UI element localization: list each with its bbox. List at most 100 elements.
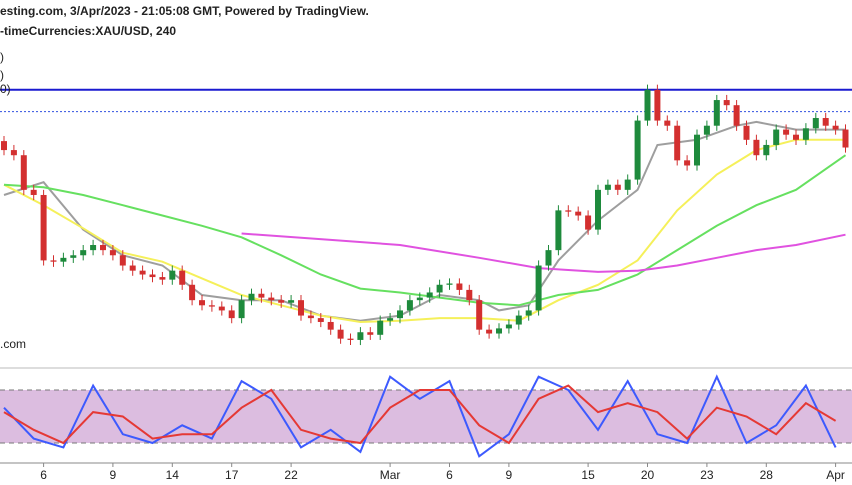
x-tick-label: 15	[581, 468, 595, 482]
indicator-line	[241, 232, 846, 273]
candle-body	[109, 250, 116, 256]
header-title: esting.com, 3/Apr/2023 - 21:05:08 GMT, P…	[0, 4, 369, 18]
candle-body	[565, 210, 572, 212]
x-tick-label: 22	[284, 468, 298, 482]
candle-body	[684, 160, 691, 166]
candle-body	[268, 297, 275, 301]
x-tick-label: 17	[225, 468, 239, 482]
candle-body	[218, 306, 225, 311]
candle-body	[70, 255, 77, 258]
candle-body	[317, 318, 324, 322]
candle-body	[60, 257, 67, 262]
candle-body	[1, 141, 7, 151]
x-tick-label: 14	[166, 468, 180, 482]
candle-body	[525, 310, 532, 316]
candle-body	[30, 189, 37, 195]
candle-body	[773, 129, 780, 145]
candle-body	[694, 134, 700, 166]
candle-body	[604, 184, 611, 190]
candle-body	[149, 274, 156, 278]
candle-body	[139, 270, 146, 275]
candle-body	[248, 293, 255, 301]
candle-body	[397, 310, 403, 319]
candle-body	[50, 260, 57, 262]
indicator-line	[3, 138, 846, 324]
candle-body	[664, 120, 671, 126]
candle-body	[377, 320, 384, 335]
legend-fragment: )	[0, 68, 4, 82]
candle-body	[793, 134, 799, 140]
candle-body	[634, 120, 641, 180]
candle-body	[802, 128, 809, 140]
candle-body	[288, 300, 295, 303]
candle-body	[476, 300, 483, 330]
indicator-line	[3, 384, 837, 445]
candle-body	[327, 321, 334, 330]
candle-body	[575, 211, 582, 216]
candle-body	[743, 125, 750, 140]
candle-body	[169, 270, 176, 280]
candle-body	[783, 129, 790, 135]
candle-body	[436, 284, 443, 293]
candle-body	[189, 284, 196, 301]
candle-body	[713, 100, 720, 126]
candle-body	[238, 300, 245, 319]
candle-body	[674, 125, 681, 161]
candle-body	[90, 245, 97, 251]
x-tick-label: 9	[506, 468, 513, 482]
candle-body	[535, 265, 542, 311]
candle-body	[466, 289, 473, 301]
candle-body	[426, 292, 433, 298]
candle-body	[446, 283, 453, 285]
candle-body	[20, 155, 27, 190]
candle-body	[80, 250, 87, 256]
candle-body	[347, 338, 354, 340]
candle-body	[337, 329, 344, 339]
candle-body	[733, 105, 740, 126]
x-tick-label: 6	[446, 468, 453, 482]
candle-body	[832, 125, 839, 130]
candle-body	[119, 255, 126, 266]
candle-body	[644, 89, 651, 121]
stochastic-band	[0, 389, 852, 444]
candle-body	[416, 297, 423, 301]
candle-body	[595, 189, 601, 230]
candle-body	[357, 332, 364, 340]
candle-body	[545, 250, 552, 266]
candle-body	[456, 283, 463, 290]
watermark: .com	[0, 337, 26, 351]
x-tick-label: 28	[760, 468, 774, 482]
indicator-line	[3, 374, 837, 458]
candle-body	[228, 310, 235, 319]
candle-body	[129, 265, 136, 271]
candle-body	[100, 245, 106, 251]
candle-body	[307, 315, 314, 319]
candle-body	[159, 277, 166, 280]
candle-body	[723, 100, 730, 106]
candle-body	[515, 315, 522, 325]
candle-body	[10, 150, 17, 156]
candle-body	[406, 300, 413, 311]
x-tick-label: 6	[40, 468, 47, 482]
indicator-line	[3, 120, 846, 322]
candle-body	[842, 129, 849, 148]
candle-body	[812, 118, 819, 129]
x-tick-label: 9	[110, 468, 117, 482]
legend-fragment: )	[0, 50, 4, 64]
header-symbol: -timeCurrencies:XAU/USD, 240	[0, 24, 176, 38]
candle-body	[624, 179, 631, 190]
candle-body	[614, 184, 621, 190]
x-tick-label: Apr	[826, 468, 845, 482]
candle-body	[753, 139, 760, 156]
candle-body	[763, 144, 770, 156]
candle-body	[387, 318, 394, 321]
candle-body	[555, 210, 562, 251]
candle-body	[179, 270, 186, 285]
candle-body	[822, 118, 829, 126]
candle-body	[258, 293, 265, 298]
x-tick-label: Mar	[380, 468, 401, 482]
candle-body	[654, 89, 661, 121]
candle-body	[505, 324, 512, 329]
